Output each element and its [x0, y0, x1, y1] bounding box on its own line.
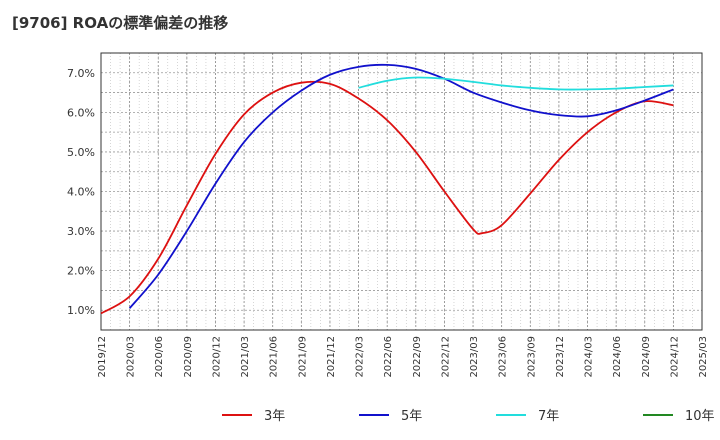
x-tick-label: 2020/06 [154, 336, 165, 378]
x-tick-label: 2022/09 [412, 336, 423, 378]
x-tick-label: 2023/12 [555, 336, 566, 378]
series-line-3年 [100, 80, 674, 315]
x-tick-label: 2024/09 [641, 336, 652, 378]
y-tick-label: 3.0% [67, 225, 95, 238]
x-tick-label: 2020/12 [211, 336, 222, 378]
y-tick-label: 2.0% [67, 265, 95, 278]
series-line-7年 [358, 76, 674, 91]
x-tick-label: 2024/06 [612, 336, 623, 378]
x-tick-label: 2022/12 [440, 336, 451, 378]
y-tick-label: 6.0% [67, 106, 95, 119]
x-tick-label: 2025/03 [698, 336, 709, 378]
x-tick-label: 2024/12 [669, 336, 680, 378]
chart-title: [9706] ROAの標準偏差の推移 [12, 14, 229, 32]
y-tick-label: 1.0% [67, 304, 95, 317]
x-tick-label: 2022/06 [383, 336, 394, 378]
x-tick-label: 2021/09 [297, 336, 308, 378]
legend-label: 5年 [401, 409, 422, 424]
x-tick-label: 2023/03 [469, 336, 480, 378]
x-tick-label: 2021/03 [240, 336, 251, 378]
x-tick-label: 2022/03 [355, 336, 366, 378]
x-tick-label: 2021/12 [326, 336, 337, 378]
legend-label: 3年 [264, 409, 285, 424]
series-line-5年 [128, 63, 674, 309]
x-tick-label: 2020/09 [183, 336, 194, 378]
legend-label: 10年 [685, 409, 715, 424]
plot-frame [100, 52, 703, 331]
y-tick-label: 4.0% [67, 186, 95, 199]
x-tick-label: 2019/12 [97, 336, 108, 378]
x-tick-label: 2023/06 [498, 336, 509, 378]
legend-label: 7年 [538, 409, 559, 424]
x-tick-label: 2024/03 [584, 336, 595, 378]
x-tick-label: 2020/03 [126, 336, 137, 378]
y-tick-label: 5.0% [67, 146, 95, 159]
x-tick-label: 2021/06 [269, 336, 280, 378]
y-tick-label: 7.0% [67, 67, 95, 80]
x-tick-label: 2023/09 [526, 336, 537, 378]
